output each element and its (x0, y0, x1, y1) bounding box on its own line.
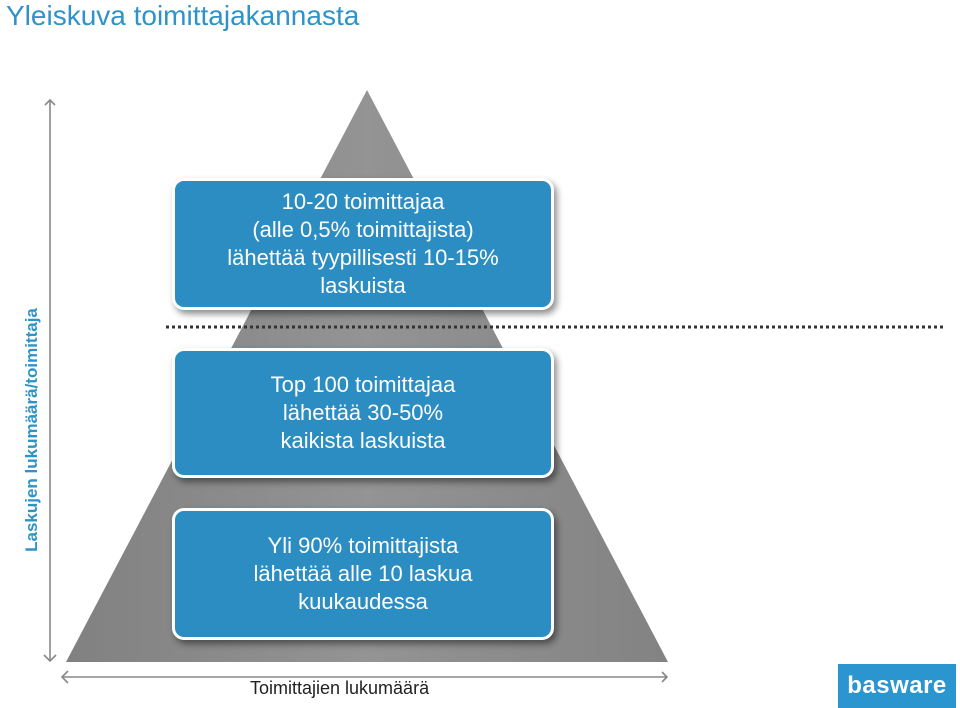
x-axis-arrow-left (60, 670, 69, 684)
tier-box-top: 10-20 toimittajaa (alle 0,5% toimittajis… (172, 178, 554, 310)
tier-box-bottom: Yli 90% toimittajista lähettää alle 10 l… (172, 508, 554, 640)
y-axis-arrow-bottom (43, 654, 57, 663)
tier-text-line: lähettää 30-50% (282, 400, 444, 425)
tier-text-line: kaikista laskuista (280, 428, 446, 453)
y-axis-label: Laskujen lukumäärä/toimittaja (22, 308, 41, 552)
tier-text-line: laskuista (320, 273, 406, 298)
tier-text-line: Yli 90% toimittajista (267, 533, 459, 558)
tier-text-line: (alle 0,5% toimittajista) (252, 217, 474, 242)
x-axis-label: Toimittajien lukumäärä (246, 678, 434, 699)
tier-text-line: 10-20 toimittajaa (281, 189, 445, 214)
tier-text-line: kuukaudessa (298, 589, 428, 614)
tier-text-line: lähettää tyypillisesti 10-15% (227, 245, 499, 270)
tier-text-line: Top 100 toimittajaa (270, 372, 456, 397)
tier-box-middle: Top 100 toimittajaa lähettää 30-50% kaik… (172, 348, 554, 478)
tier-text-line: lähettää alle 10 laskua (253, 561, 473, 586)
slide-title: Yleiskuva toimittajakannasta (6, 0, 360, 31)
basware-logo: basware (838, 664, 956, 708)
